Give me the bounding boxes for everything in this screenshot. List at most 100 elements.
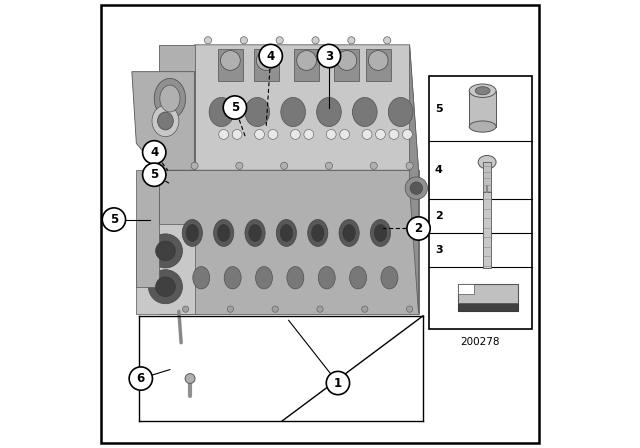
- Polygon shape: [136, 170, 159, 287]
- Circle shape: [156, 241, 175, 261]
- Circle shape: [143, 141, 166, 164]
- Ellipse shape: [224, 267, 241, 289]
- Circle shape: [240, 37, 248, 44]
- Text: 4: 4: [267, 49, 275, 63]
- Circle shape: [326, 129, 336, 139]
- Polygon shape: [136, 224, 195, 314]
- Circle shape: [236, 162, 243, 169]
- Circle shape: [219, 129, 228, 139]
- Ellipse shape: [469, 84, 496, 98]
- Text: 2: 2: [435, 211, 443, 221]
- Text: 4: 4: [435, 165, 443, 175]
- Circle shape: [389, 129, 399, 139]
- Ellipse shape: [249, 224, 261, 241]
- Circle shape: [383, 37, 391, 44]
- Circle shape: [148, 234, 182, 268]
- Circle shape: [326, 371, 349, 395]
- Circle shape: [405, 177, 428, 199]
- Ellipse shape: [287, 267, 304, 289]
- Bar: [469, 91, 496, 127]
- Ellipse shape: [214, 220, 234, 246]
- Circle shape: [221, 51, 240, 70]
- Circle shape: [259, 44, 282, 68]
- Ellipse shape: [388, 98, 413, 127]
- Bar: [218, 49, 243, 81]
- Ellipse shape: [276, 220, 296, 246]
- Ellipse shape: [281, 98, 305, 127]
- Text: 5: 5: [150, 168, 158, 181]
- Text: 2: 2: [415, 222, 422, 235]
- Ellipse shape: [478, 155, 496, 169]
- Circle shape: [410, 182, 422, 194]
- Circle shape: [370, 162, 378, 169]
- Ellipse shape: [349, 267, 367, 289]
- Circle shape: [129, 367, 152, 390]
- Circle shape: [276, 37, 284, 44]
- Bar: [483, 162, 491, 194]
- Ellipse shape: [317, 98, 341, 127]
- Circle shape: [340, 129, 349, 139]
- Circle shape: [255, 129, 264, 139]
- Circle shape: [403, 129, 412, 139]
- Ellipse shape: [154, 78, 186, 119]
- Ellipse shape: [308, 220, 328, 246]
- Ellipse shape: [476, 87, 490, 95]
- Circle shape: [325, 162, 333, 169]
- Circle shape: [227, 306, 234, 312]
- Text: 5: 5: [110, 213, 118, 226]
- Ellipse shape: [381, 267, 398, 289]
- Ellipse shape: [312, 224, 324, 241]
- Ellipse shape: [343, 224, 355, 241]
- Polygon shape: [159, 45, 195, 170]
- Ellipse shape: [186, 224, 198, 241]
- Text: 3: 3: [435, 245, 442, 255]
- Ellipse shape: [245, 98, 269, 127]
- Circle shape: [185, 374, 195, 383]
- Ellipse shape: [245, 220, 265, 246]
- Ellipse shape: [280, 224, 292, 241]
- Circle shape: [102, 208, 125, 231]
- Circle shape: [369, 51, 388, 70]
- Circle shape: [291, 129, 300, 139]
- Ellipse shape: [339, 220, 359, 246]
- Circle shape: [376, 129, 385, 139]
- Ellipse shape: [209, 98, 234, 127]
- Polygon shape: [458, 284, 474, 294]
- Circle shape: [257, 51, 276, 70]
- Ellipse shape: [353, 98, 377, 127]
- Ellipse shape: [255, 267, 273, 289]
- Circle shape: [232, 129, 242, 139]
- Text: 200278: 200278: [461, 337, 500, 347]
- Ellipse shape: [182, 220, 202, 246]
- Circle shape: [272, 306, 278, 312]
- Text: 6: 6: [137, 372, 145, 385]
- Ellipse shape: [374, 224, 387, 241]
- Circle shape: [280, 162, 288, 169]
- Circle shape: [223, 96, 246, 119]
- Bar: [334, 49, 360, 81]
- Ellipse shape: [152, 105, 179, 137]
- Circle shape: [317, 44, 340, 68]
- Ellipse shape: [160, 85, 180, 112]
- Circle shape: [406, 162, 413, 169]
- Bar: [253, 49, 279, 81]
- Polygon shape: [132, 72, 195, 170]
- Circle shape: [407, 217, 430, 240]
- Text: 5: 5: [435, 103, 442, 114]
- Bar: [365, 49, 391, 81]
- Circle shape: [337, 51, 356, 70]
- Circle shape: [191, 162, 198, 169]
- Text: 5: 5: [231, 101, 239, 114]
- Circle shape: [304, 129, 314, 139]
- Text: 1: 1: [334, 376, 342, 390]
- Circle shape: [312, 37, 319, 44]
- Polygon shape: [159, 45, 419, 170]
- Polygon shape: [410, 45, 419, 314]
- Ellipse shape: [469, 121, 496, 132]
- Circle shape: [204, 37, 212, 44]
- Text: 4: 4: [150, 146, 158, 159]
- Ellipse shape: [218, 224, 230, 241]
- Ellipse shape: [318, 267, 335, 289]
- Ellipse shape: [193, 267, 210, 289]
- Circle shape: [362, 129, 372, 139]
